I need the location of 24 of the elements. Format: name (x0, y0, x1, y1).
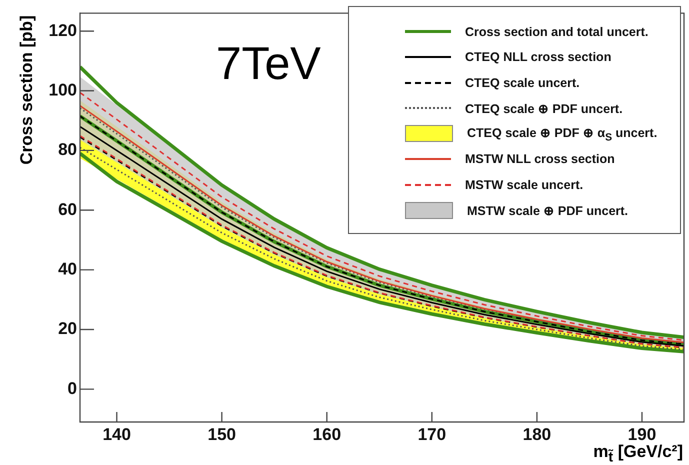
y-tick-label: 60 (58, 200, 77, 219)
x-tick-label: 170 (418, 424, 446, 444)
annotation: 7TeV (216, 36, 321, 90)
legend-label: MSTW scale uncert. (465, 178, 584, 192)
x-tick-label: 190 (628, 424, 656, 444)
legend-label: CTEQ scale ⊕ PDF uncert. (465, 100, 623, 116)
y-tick-label: 80 (58, 140, 77, 160)
y-tick-label: 0 (68, 378, 77, 398)
y-axis-title: Cross section [pb] (17, 14, 37, 167)
legend-label: Cross section and total uncert. (465, 24, 648, 39)
legend-label: MSTW scale ⊕ PDF uncert. (467, 202, 628, 218)
x-tick-label: 140 (102, 424, 131, 444)
y-tick-label: 100 (48, 80, 77, 100)
y-tick-label: 20 (58, 319, 77, 338)
y-tick-label: 40 (58, 260, 77, 279)
x-tick-label: 160 (312, 424, 342, 444)
x-tick-label: 180 (522, 424, 552, 444)
y-tick-label: 120 (48, 20, 77, 40)
x-tick-label: 150 (208, 424, 236, 444)
legend-label: CTEQ scale ⊕ PDF ⊕ α$_{S}$ uncert. (467, 124, 658, 143)
legend-label: CTEQ NLL cross section (465, 50, 612, 64)
x-axis-title: m$_{t̃}$ [GeV/c²] (593, 442, 683, 465)
legend-label: MSTW NLL cross section (465, 152, 615, 166)
legend-label: CTEQ scale uncert. (465, 76, 580, 90)
